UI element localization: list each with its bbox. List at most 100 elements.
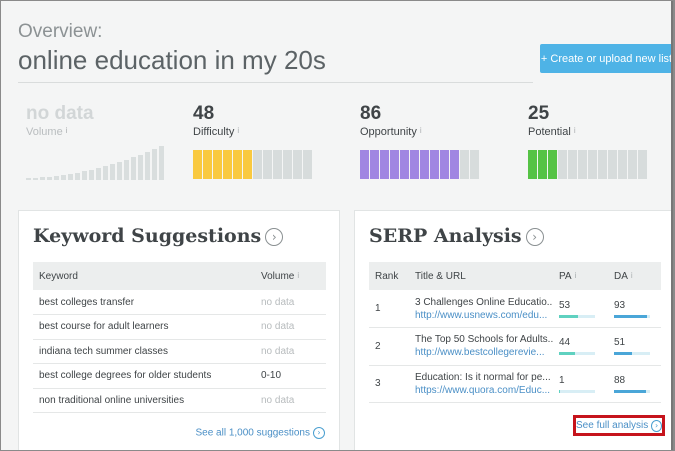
potential-meter-segment [568,150,577,179]
keyword-cell[interactable]: best college degrees for older students [33,363,255,389]
da-cell: 93 [608,290,661,328]
volume-trend-bar [124,159,129,180]
overview-label: Overview: [18,21,103,42]
volume-trend-bar [33,177,38,180]
potential-label: Potential i [528,126,576,138]
volume-trend-bar [103,166,108,180]
info-icon[interactable]: i [574,270,577,280]
opportunity-meter-segment [420,150,429,179]
title-url-column-header[interactable]: Title & URL [409,262,553,290]
info-icon[interactable]: i [237,126,240,135]
pa-bar [559,389,595,393]
potential-meter-segment [548,150,557,179]
pa-cell: 1 [553,365,608,403]
keyword-cell[interactable]: indiana tech summer classes [33,339,255,364]
chevron-right-circle-icon[interactable]: › [265,228,284,246]
table-row[interactable]: best college degrees for older students 0… [33,363,326,389]
result-url-link[interactable]: http://www.usnews.com/edu... [415,309,548,321]
volume-cell: 0-10 [255,363,326,389]
potential-label-text: Potential [528,126,571,138]
da-bar [614,352,650,356]
difficulty-metric: 48 Difficulty i [193,103,239,138]
difficulty-meter-segment [273,150,282,179]
see-all-suggestions-text[interactable]: See all 1,000 suggestions [195,427,310,439]
volume-trend-bar [96,167,101,180]
pa-value: 53 [559,299,571,311]
keyword-suggestions-title-text[interactable]: Keyword Suggestions [33,225,262,247]
da-column-header[interactable]: DA i [608,262,661,290]
table-row: 3 Education: Is it normal for pe... https:… [369,365,661,403]
da-bar-fill [614,352,633,356]
volume-trend-bar [145,151,150,180]
keyword-cell[interactable]: best course for adult learners [33,314,255,340]
info-icon[interactable]: i [573,126,576,135]
difficulty-meter-segment [213,150,222,179]
info-icon[interactable]: i [419,126,422,135]
da-value: 51 [614,337,626,349]
da-bar-fill [614,389,646,393]
volume-column-header[interactable]: Volume i [255,262,326,290]
info-icon[interactable]: i [297,270,300,280]
difficulty-label-text: Difficulty [193,126,235,138]
potential-meter-segment [528,150,537,179]
result-url-link[interactable]: http://www.bestcollegerevie... [415,347,545,359]
keyword-cell[interactable]: best colleges transfer [33,290,255,315]
keyword-table-header: Keyword Volume i [33,262,326,290]
see-full-analysis-button[interactable]: See full analysis › [573,415,665,436]
volume-trend-bar [152,148,157,180]
chevron-right-circle-icon[interactable]: › [313,427,325,439]
volume-trend-bar [89,169,94,180]
title-url-cell[interactable]: The Top 50 Schools for Adults... http://w… [409,327,553,366]
table-row[interactable]: best colleges transfer no data [33,290,326,315]
opportunity-meter-segment [400,150,409,179]
da-value: 88 [614,374,626,386]
potential-meter-segment [598,150,607,179]
pa-column-header[interactable]: PA i [553,262,608,290]
see-full-analysis-text[interactable]: See full analysis [576,420,649,431]
result-url-link[interactable]: https://www.quora.com/Educ... [415,384,551,396]
see-all-suggestions-link[interactable]: See all 1,000 suggestions › [195,427,325,439]
title-url-cell[interactable]: 3 Challenges Online Educatio... http://ww… [409,290,553,328]
volume-cell: no data [255,339,326,364]
page-title: online education in my 20s [18,45,326,75]
table-row[interactable]: indiana tech summer classes no data [33,339,326,364]
keyword-table: Keyword Volume i best colleges transfer no… [33,262,326,413]
pa-bar [559,314,595,318]
rank-cell: 2 [369,327,409,366]
pa-value: 44 [559,337,571,349]
pa-bar-fill [559,314,579,318]
keyword-column-header[interactable]: Keyword [33,262,255,290]
keyword-cell[interactable]: non traditional online universities [33,388,255,413]
table-row[interactable]: non traditional online universities no da… [33,388,326,413]
pa-column-header-text: PA [559,270,572,282]
rank-column-header[interactable]: Rank [369,262,409,290]
title-url-cell[interactable]: Education: Is it normal for pe... https:/… [409,365,553,403]
opportunity-meter [360,150,480,179]
volume-value: no data [26,103,94,124]
da-column-header-text: DA [614,270,628,282]
volume-cell: no data [255,290,326,315]
da-bar [614,389,650,393]
rank-cell: 3 [369,365,409,403]
rank-cell: 1 [369,290,409,328]
difficulty-label: Difficulty i [193,126,239,138]
volume-label: Volume i [26,126,94,138]
keyword-suggestions-title[interactable]: Keyword Suggestions › [33,225,284,247]
create-list-button[interactable]: + Create or upload new list [540,44,671,73]
opportunity-meter-segment [380,150,389,179]
chevron-right-circle-icon[interactable]: › [651,419,662,432]
volume-trend-bar [47,176,52,180]
table-row[interactable]: best course for adult learners no data [33,314,326,340]
volume-trend-bar [54,176,59,180]
result-title: Education: Is it normal for pe... [415,371,551,383]
chevron-right-circle-icon[interactable]: › [525,228,544,246]
volume-trend-bar [138,154,143,180]
info-icon[interactable]: i [630,270,633,280]
result-title: The Top 50 Schools for Adults... [415,334,553,346]
volume-trend-bar [110,164,115,180]
serp-analysis-title-text[interactable]: SERP Analysis [369,225,522,247]
volume-cell: no data [255,388,326,413]
serp-analysis-title[interactable]: SERP Analysis › [369,225,544,247]
info-icon[interactable]: i [65,126,68,135]
